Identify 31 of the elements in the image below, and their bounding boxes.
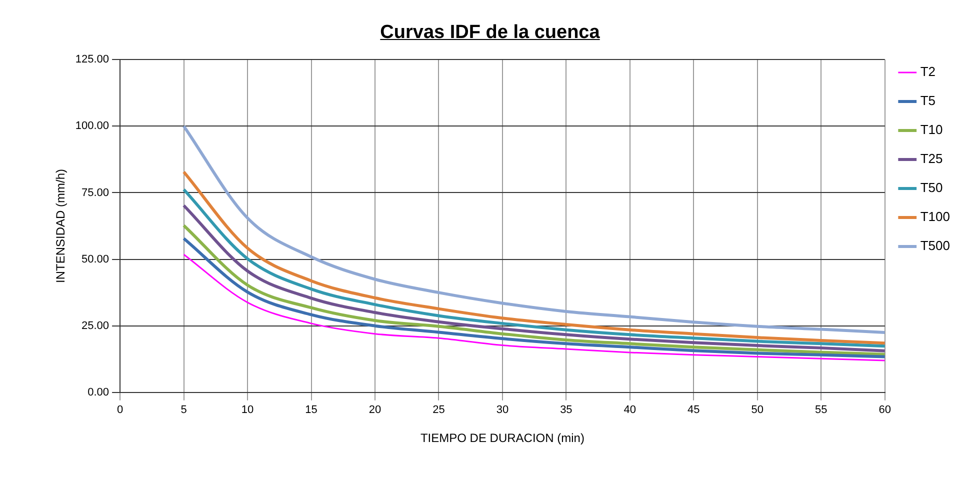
y-tick-label: 50.00 [82, 253, 110, 266]
y-tick-label: 100.00 [75, 120, 110, 132]
line-series [182, 124, 885, 334]
x-tick-label: 0 [116, 404, 124, 416]
legend-label: T2 [920, 64, 936, 80]
x-tick-label: 5 [180, 404, 187, 416]
x-tick-label: 15 [305, 404, 318, 416]
line-series [183, 254, 885, 362]
x-tick-label: 30 [496, 404, 509, 416]
x-tick-label: 45 [688, 404, 700, 416]
y-tick-label: 0.00 [88, 386, 110, 398]
x-tick-label: 25 [432, 404, 445, 416]
y-tick-label: 25.00 [82, 320, 110, 332]
legend-label: T10 [920, 122, 943, 138]
x-tick-label: 10 [241, 404, 254, 416]
y-axis-title: INTENSIDAD (mm/h) [54, 168, 68, 283]
chart-title: Curvas IDF de la cuenca [379, 22, 601, 44]
x-tick-label: 35 [560, 404, 572, 416]
x-tick-label: 55 [815, 404, 828, 416]
x-axis-title: TIEMPO DE DURACION (min) [420, 431, 584, 446]
legend-label: T100 [920, 209, 950, 224]
legend-label: T25 [920, 151, 943, 166]
legend-label: T500 [920, 238, 950, 254]
x-tick-label: 20 [368, 404, 382, 416]
legend-label: T5 [920, 93, 936, 108]
x-tick-label: 40 [624, 404, 636, 416]
x-tick-label: 50 [751, 404, 764, 416]
x-tick-label: 60 [878, 404, 891, 416]
y-tick-label: 125.00 [75, 54, 110, 66]
y-tick-label: 75.00 [82, 186, 110, 199]
legend-label: T50 [920, 180, 943, 196]
